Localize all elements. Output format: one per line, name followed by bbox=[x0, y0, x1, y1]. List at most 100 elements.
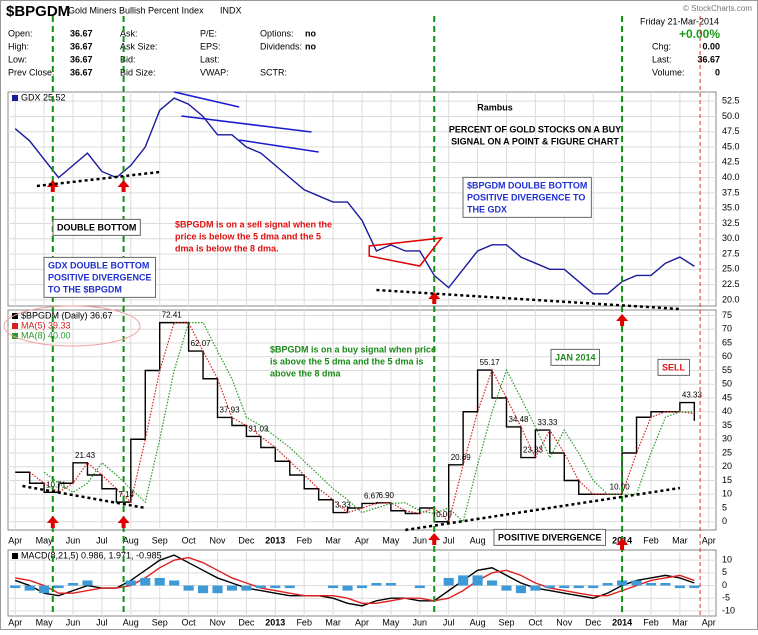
histogram-bar bbox=[544, 585, 555, 589]
index-name: Gold Miners Bullish Percent Index bbox=[68, 5, 204, 15]
symbol: $BPGDM bbox=[6, 3, 70, 20]
legend-ring bbox=[3, 305, 141, 347]
annotation-box bbox=[550, 348, 601, 366]
annotation-text: PERCENT OF GOLD STOCKS ON A BUY bbox=[449, 124, 621, 134]
x-tick-label: Apr bbox=[702, 535, 716, 545]
y-tick-label: 27.5 bbox=[722, 248, 740, 258]
x-tick-label: Sep bbox=[152, 535, 168, 545]
quote-label: Options: bbox=[260, 28, 294, 38]
histogram-bar bbox=[674, 585, 685, 589]
trend-line bbox=[22, 484, 146, 510]
histogram-bar bbox=[284, 585, 295, 589]
x-tick-label: Jul bbox=[96, 535, 108, 545]
quote-label: SCTR: bbox=[260, 67, 287, 77]
legend-swatch bbox=[12, 553, 18, 559]
annotation-text: Rambus bbox=[477, 102, 513, 112]
y-tick-label: 47.5 bbox=[722, 126, 740, 136]
x-tick-label: Sep bbox=[152, 617, 168, 627]
annotation-text: $BPGDM DOULBE BOTTOM bbox=[467, 180, 587, 190]
legend-label: MA(5) 39.33 bbox=[21, 320, 71, 330]
y-tick-label: 45.0 bbox=[722, 141, 740, 151]
histogram-bar bbox=[660, 583, 671, 586]
annotation-text: SIGNAL ON A POINT & FIGURE CHART bbox=[451, 136, 619, 146]
y-tick-label: 22.5 bbox=[722, 279, 740, 289]
arrow bbox=[428, 533, 441, 545]
date: Friday 21-Mar-2014 bbox=[640, 16, 719, 26]
y-tick-label: 70 bbox=[722, 324, 732, 334]
histogram-bar bbox=[631, 580, 642, 586]
histogram-bar bbox=[385, 583, 396, 586]
x-tick-label: Oct bbox=[182, 617, 197, 627]
y-tick-label: 0 bbox=[722, 580, 727, 590]
data-label: 31.03 bbox=[248, 425, 269, 434]
x-tick-label: Aug bbox=[470, 617, 486, 627]
histogram-bar bbox=[125, 580, 136, 586]
quote-value: 36.67 bbox=[70, 41, 93, 51]
annotation: PERCENT OF GOLD STOCKS ON A BUY SIGNAL ON… bbox=[449, 124, 621, 146]
quote-label: Ask: bbox=[120, 28, 138, 38]
histogram-bar bbox=[169, 580, 180, 586]
histogram-bar bbox=[24, 585, 35, 591]
y-tick-label: 20 bbox=[722, 461, 732, 471]
series-line bbox=[43, 322, 695, 523]
series-line bbox=[15, 556, 695, 605]
data-label: 33.33 bbox=[537, 418, 558, 427]
x-tick-label: Jun bbox=[413, 617, 428, 627]
x-tick-label: Jun bbox=[413, 535, 428, 545]
histogram-bar bbox=[140, 577, 151, 586]
x-tick-label: Jun bbox=[66, 535, 81, 545]
y-tick-label: 10 bbox=[722, 555, 732, 565]
histogram-bar bbox=[530, 585, 541, 591]
x-tick-label: May bbox=[36, 617, 54, 627]
histogram-bar bbox=[270, 585, 281, 589]
x-tick-label: Oct bbox=[182, 535, 197, 545]
y-tick-label: 35.0 bbox=[722, 203, 740, 213]
histogram-bar bbox=[198, 585, 209, 594]
arrow bbox=[46, 180, 59, 192]
y-tick-label: -5 bbox=[722, 593, 730, 603]
annotation-text: price is below the 5 dma and the 5 bbox=[175, 231, 321, 241]
quote-value: 36.67 bbox=[70, 28, 93, 38]
annotation-text: POSITIVE DIVERGENCE bbox=[498, 532, 602, 542]
y-tick-label: 32.5 bbox=[722, 218, 740, 228]
histogram-bar bbox=[154, 577, 165, 586]
arrow bbox=[46, 516, 59, 528]
annotation-text: JAN 2014 bbox=[555, 352, 596, 362]
quote-label: Bid Size: bbox=[120, 67, 156, 77]
histogram-bar bbox=[486, 580, 498, 586]
data-label: 6.67 bbox=[364, 492, 380, 501]
summary-value: 0.00 bbox=[702, 41, 720, 51]
histogram-bar bbox=[689, 585, 700, 589]
x-tick-label: Jul bbox=[443, 535, 455, 545]
x-tick-label: Apr bbox=[8, 617, 22, 627]
data-label: 62.07 bbox=[191, 339, 212, 348]
quote-label: Open: bbox=[8, 28, 33, 38]
data-label: 55.17 bbox=[480, 358, 501, 367]
x-tick-label: Nov bbox=[556, 617, 573, 627]
histogram-bar bbox=[241, 585, 252, 591]
quote-label: Ask Size: bbox=[120, 41, 158, 51]
quote-value: no bbox=[305, 28, 316, 38]
annotation-text: DOUBLE BOTTOM bbox=[57, 222, 136, 232]
y-tick-label: 40.0 bbox=[722, 172, 740, 182]
data-label: 7.14 bbox=[118, 490, 134, 499]
arrow bbox=[117, 180, 130, 192]
annotation: $BPGDM is on a sell signal when the price… bbox=[175, 219, 332, 253]
y-tick-label: 40 bbox=[722, 406, 732, 416]
x-tick-label: 2013 bbox=[265, 535, 285, 545]
summary-label: Last: bbox=[652, 54, 672, 64]
annotation-text: dma is below the 8 dma. bbox=[175, 243, 279, 253]
y-tick-label: 50.0 bbox=[722, 111, 740, 121]
x-tick-label: May bbox=[382, 617, 400, 627]
histogram-bar bbox=[226, 585, 238, 591]
data-label: 3.33 bbox=[335, 501, 351, 510]
histogram-bar bbox=[371, 583, 382, 586]
annotation-text: above the 8 dma bbox=[270, 368, 342, 378]
x-tick-label: Dec bbox=[238, 617, 255, 627]
y-tick-label: 75 bbox=[722, 310, 732, 320]
data-label: 34.48 bbox=[508, 415, 529, 424]
data-label: 0.00 bbox=[436, 510, 452, 519]
histogram-bar bbox=[82, 580, 93, 586]
trend-line bbox=[36, 170, 160, 188]
x-tick-label: Jul bbox=[96, 617, 108, 627]
